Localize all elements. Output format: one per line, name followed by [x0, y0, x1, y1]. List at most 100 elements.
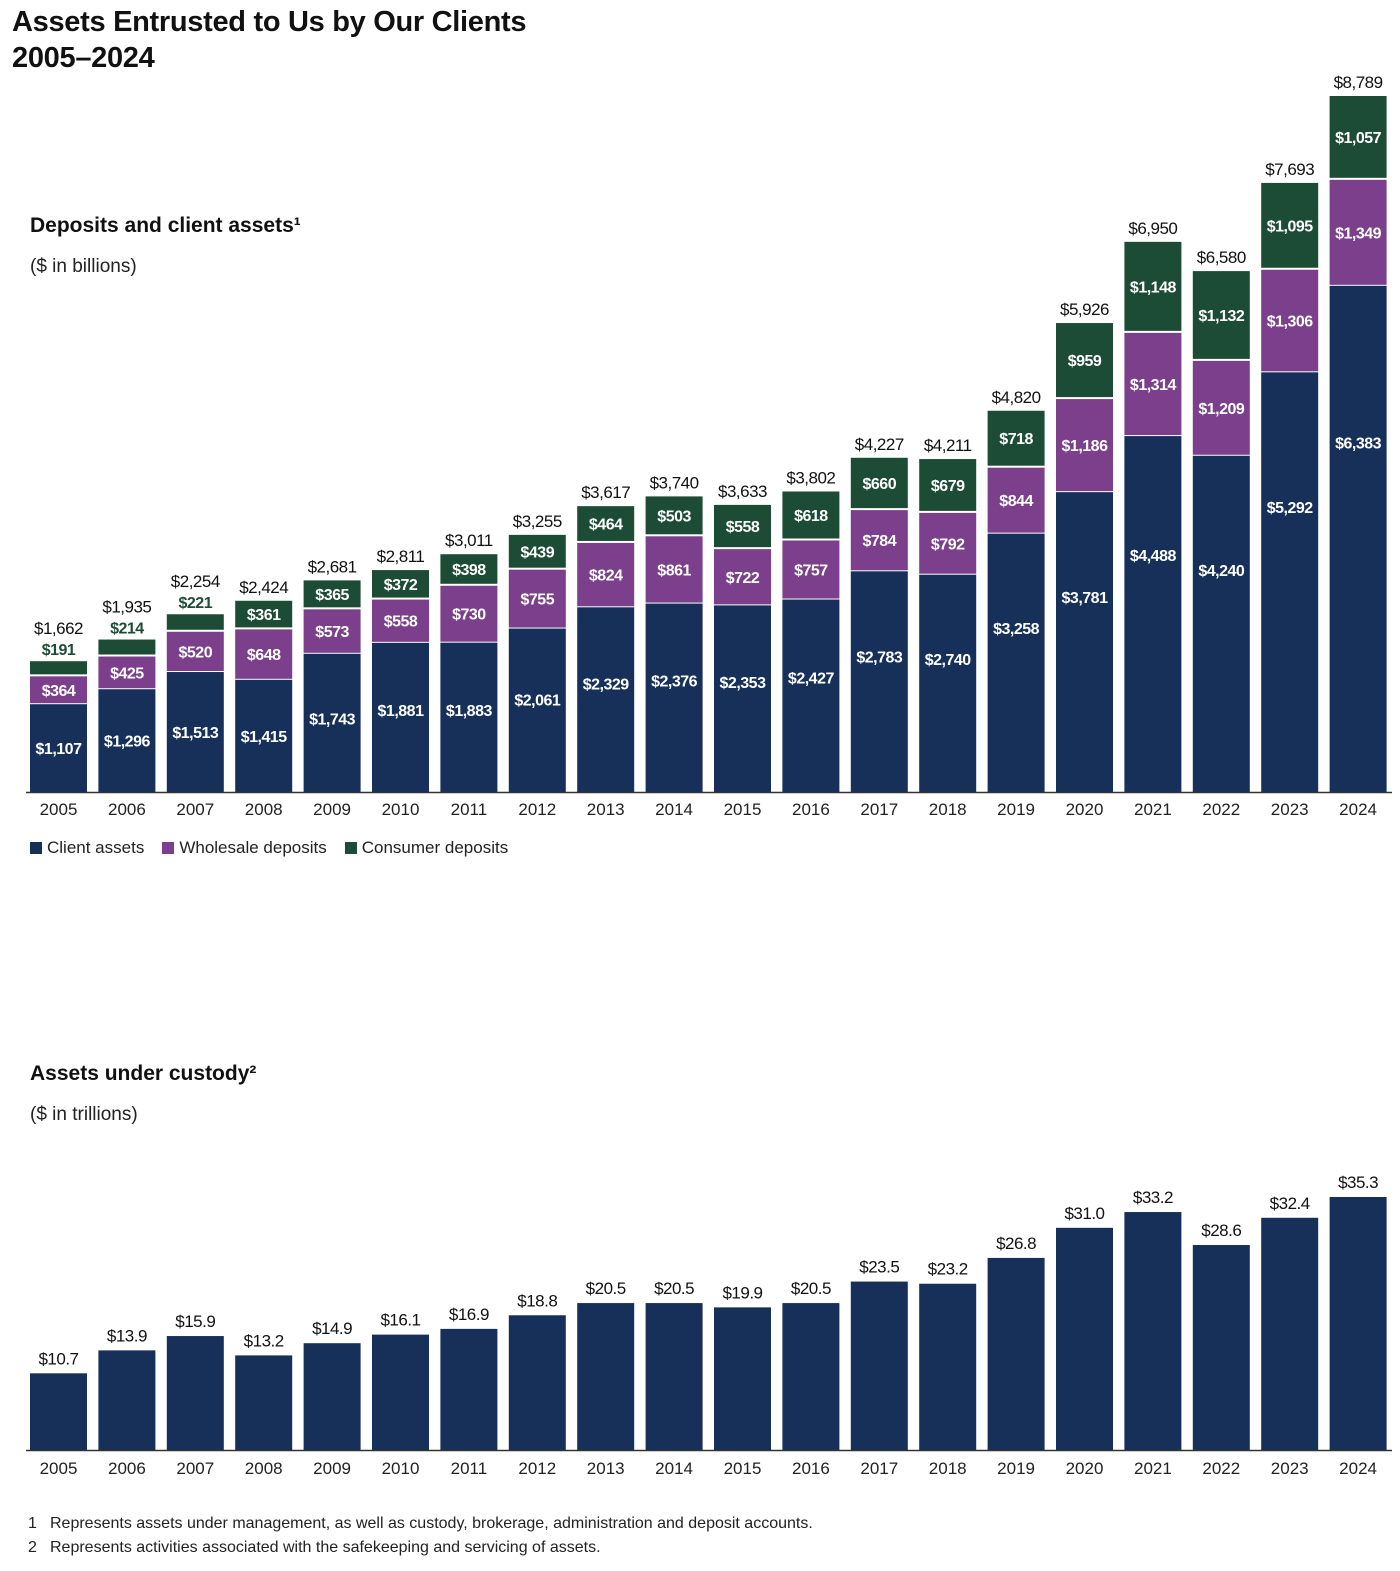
page-title: Assets Entrusted to Us by Our Clients 20… — [12, 4, 527, 76]
footnote-2: 2 Represents activities associated with t… — [28, 1539, 601, 1557]
consumer-deposits-segment — [440, 554, 498, 584]
wholesale-deposits-segment — [166, 631, 224, 672]
client-assets-label: $2,427 — [788, 671, 835, 688]
client-assets-label: $1,881 — [378, 703, 425, 720]
client-assets-label: $2,376 — [651, 674, 698, 691]
value-label: $16.1 — [380, 1311, 420, 1330]
x-tick-label: 2010 — [382, 800, 420, 819]
consumer-deposits-label: $398 — [452, 562, 486, 579]
custody-bar — [98, 1350, 156, 1450]
value-label: $13.2 — [244, 1331, 284, 1350]
title-line-1: Assets Entrusted to Us by Our Clients — [12, 6, 527, 38]
client-assets-segment — [303, 653, 361, 792]
value-label: $33.2 — [1133, 1188, 1173, 1207]
custody-bar — [987, 1257, 1045, 1450]
x-tick-label: 2005 — [40, 800, 78, 819]
custody-bar — [919, 1283, 977, 1450]
value-label: $32.4 — [1270, 1194, 1310, 1213]
client-assets-segment — [645, 603, 703, 792]
consumer-deposits-segment — [1056, 323, 1113, 398]
client-assets-segment — [577, 607, 635, 792]
client-assets-label: $3,258 — [993, 621, 1040, 638]
consumer-deposits-label: $1,148 — [1130, 279, 1177, 296]
consumer-deposits-label: $365 — [315, 587, 349, 604]
wholesale-deposits-label: $1,314 — [1130, 377, 1177, 394]
x-tick-label: 2019 — [997, 800, 1035, 819]
value-label: $19.9 — [722, 1283, 762, 1302]
client-assets-label: $2,740 — [925, 652, 972, 669]
client-assets-segment — [372, 642, 429, 792]
wholesale-deposits-label: $792 — [931, 536, 965, 553]
total-label: $6,580 — [1197, 248, 1246, 267]
client-assets-segment — [1056, 492, 1113, 792]
custody-bar — [166, 1336, 224, 1450]
custody-bar — [714, 1307, 771, 1450]
value-label: $13.9 — [107, 1326, 147, 1345]
chart1-legend: Client assets Wholesale deposits Consume… — [30, 838, 508, 858]
wholesale-deposits-label: $558 — [384, 614, 418, 631]
footnote-number: 1 — [28, 1515, 37, 1532]
x-tick-label: 2010 — [382, 1459, 420, 1478]
wholesale-deposits-label: $861 — [657, 562, 691, 579]
total-label: $3,740 — [650, 473, 699, 492]
consumer-deposits-label: $1,095 — [1267, 218, 1314, 235]
chart2-title: Assets under custody² — [30, 1062, 257, 1085]
client-assets-segment — [714, 605, 771, 792]
consumer-deposits-segment — [235, 600, 293, 628]
value-label: $28.6 — [1201, 1221, 1241, 1240]
custody-bar — [577, 1303, 635, 1450]
value-label: $15.9 — [175, 1312, 215, 1331]
x-tick-label: 2012 — [518, 1459, 556, 1478]
wholesale-deposits-label: $648 — [247, 647, 281, 664]
legend-label-client: Client assets — [47, 838, 145, 857]
total-label: $3,255 — [513, 512, 562, 531]
x-tick-label: 2020 — [1066, 1459, 1104, 1478]
total-label: $4,820 — [992, 388, 1041, 407]
client-assets-label: $2,783 — [856, 649, 903, 666]
wholesale-deposits-label: $844 — [999, 493, 1033, 510]
consumer-deposits-label: $660 — [863, 476, 897, 493]
wholesale-deposits-label: $425 — [110, 665, 144, 682]
custody-bar — [30, 1373, 87, 1450]
x-tick-label: 2012 — [518, 800, 556, 819]
x-tick-label: 2013 — [587, 1459, 625, 1478]
x-tick-label: 2015 — [724, 1459, 762, 1478]
x-tick-label: 2018 — [929, 1459, 967, 1478]
wholesale-deposits-segment — [850, 510, 908, 571]
wholesale-deposits-segment — [1261, 269, 1319, 372]
wholesale-deposits-label: $755 — [521, 592, 555, 609]
wholesale-deposits-label: $364 — [42, 683, 76, 700]
wholesale-deposits-segment — [645, 536, 703, 603]
consumer-deposits-label: $558 — [726, 519, 760, 536]
client-assets-segment — [782, 599, 840, 792]
footnote-1: 1 Represents assets under management, as … — [28, 1515, 813, 1533]
wholesale-deposits-segment — [782, 540, 840, 599]
value-label: $14.9 — [312, 1319, 352, 1338]
custody-bar — [1192, 1245, 1250, 1450]
consumer-deposits-label: $361 — [247, 607, 281, 624]
consumer-deposits-segment — [1329, 96, 1387, 178]
wholesale-deposits-segment — [919, 512, 977, 574]
consumer-deposits-label: $439 — [521, 544, 555, 561]
consumer-deposits-label: $618 — [794, 508, 828, 525]
x-tick-label: 2024 — [1339, 800, 1377, 819]
client-assets-label: $1,296 — [104, 734, 151, 751]
x-tick-label: 2017 — [860, 800, 898, 819]
x-tick-label: 2017 — [860, 1459, 898, 1478]
x-tick-label: 2023 — [1271, 800, 1309, 819]
total-label: $1,662 — [34, 619, 83, 638]
x-tick-label: 2015 — [724, 800, 762, 819]
x-tick-label: 2011 — [451, 1459, 488, 1478]
wholesale-deposits-label: $722 — [726, 570, 760, 587]
consumer-deposits-segment — [1261, 182, 1319, 268]
total-label: $7,693 — [1265, 160, 1314, 179]
total-label: $1,935 — [102, 598, 151, 617]
client-assets-label: $2,061 — [514, 692, 561, 709]
value-label: $20.5 — [654, 1279, 694, 1298]
total-label: $4,211 — [924, 436, 972, 455]
wholesale-deposits-label: $1,349 — [1335, 225, 1382, 242]
consumer-deposits-label: $503 — [657, 508, 691, 525]
x-tick-label: 2011 — [451, 800, 488, 819]
